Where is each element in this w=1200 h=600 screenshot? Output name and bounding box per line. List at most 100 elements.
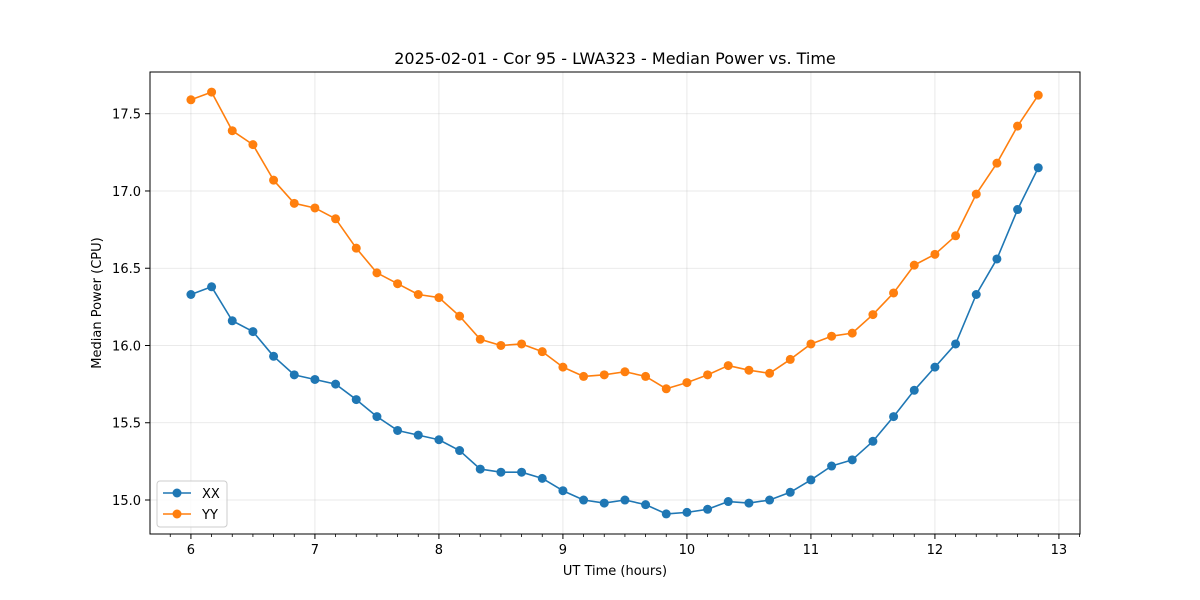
data-point-xx bbox=[331, 379, 341, 389]
data-point-xx bbox=[703, 504, 713, 514]
data-point-xx bbox=[372, 412, 382, 422]
x-tick-label: 12 bbox=[927, 543, 944, 558]
y-tick-label: 16.5 bbox=[112, 262, 141, 277]
data-point-yy bbox=[579, 371, 589, 381]
data-point-xx bbox=[744, 498, 754, 508]
data-point-xx bbox=[475, 464, 485, 474]
data-point-xx bbox=[496, 467, 506, 477]
data-point-yy bbox=[558, 362, 568, 372]
data-point-xx bbox=[393, 425, 403, 435]
data-point-yy bbox=[269, 175, 279, 185]
data-point-xx bbox=[248, 327, 258, 337]
y-tick-label: 15.0 bbox=[112, 494, 141, 509]
data-point-xx bbox=[723, 497, 733, 507]
data-point-xx bbox=[599, 498, 609, 508]
y-tick-label: 17.0 bbox=[112, 185, 141, 200]
data-point-yy bbox=[785, 354, 795, 364]
data-point-yy bbox=[765, 368, 775, 378]
y-tick-label: 16.0 bbox=[112, 339, 141, 354]
data-point-xx bbox=[289, 370, 299, 380]
x-tick-label: 6 bbox=[187, 543, 195, 558]
plot-frame bbox=[149, 71, 1081, 535]
data-point-yy bbox=[661, 384, 671, 394]
data-point-yy bbox=[1013, 121, 1023, 131]
data-point-xx bbox=[765, 495, 775, 505]
data-point-yy bbox=[620, 367, 630, 377]
data-point-yy bbox=[475, 334, 485, 344]
legend-label-xx: XX bbox=[202, 487, 220, 502]
data-point-yy bbox=[351, 243, 361, 253]
data-point-yy bbox=[227, 126, 237, 136]
data-point-yy bbox=[496, 340, 506, 350]
data-point-yy bbox=[868, 310, 878, 320]
data-point-xx bbox=[930, 362, 940, 372]
data-point-yy bbox=[186, 95, 196, 105]
data-point-xx bbox=[641, 500, 651, 510]
data-point-yy bbox=[517, 339, 527, 349]
data-point-xx bbox=[227, 316, 237, 326]
x-tick-label: 11 bbox=[803, 543, 820, 558]
data-point-xx bbox=[310, 374, 320, 384]
data-point-xx bbox=[620, 495, 630, 505]
x-tick-label: 13 bbox=[1051, 543, 1068, 558]
data-point-yy bbox=[847, 328, 857, 338]
data-point-yy bbox=[971, 189, 981, 199]
y-tick-label: 17.5 bbox=[112, 108, 141, 123]
data-point-xx bbox=[827, 461, 837, 471]
data-point-yy bbox=[641, 371, 651, 381]
data-point-xx bbox=[413, 430, 423, 440]
data-point-yy bbox=[289, 198, 299, 208]
data-point-xx bbox=[889, 412, 899, 422]
chart-title: 2025-02-01 - Cor 95 - LWA323 - Median Po… bbox=[394, 49, 836, 68]
data-point-xx bbox=[868, 436, 878, 446]
data-point-yy bbox=[393, 279, 403, 289]
x-tick-label: 7 bbox=[311, 543, 319, 558]
data-point-yy bbox=[310, 203, 320, 213]
legend-marker-yy bbox=[172, 509, 182, 519]
x-tick-label: 10 bbox=[679, 543, 696, 558]
data-point-yy bbox=[372, 268, 382, 278]
data-point-xx bbox=[537, 473, 547, 483]
data-point-xx bbox=[992, 254, 1002, 264]
data-point-xx bbox=[806, 475, 816, 485]
data-point-yy bbox=[827, 331, 837, 341]
data-point-yy bbox=[723, 361, 733, 371]
data-point-yy bbox=[951, 231, 961, 241]
y-axis-label: Median Power (CPU) bbox=[90, 237, 105, 368]
data-point-yy bbox=[537, 347, 547, 357]
data-point-xx bbox=[186, 290, 196, 299]
data-point-yy bbox=[1033, 90, 1043, 100]
data-point-xx bbox=[455, 446, 465, 456]
axis-ticks: 6 7 8 9 10 11 12 13 15.0 15.5 16.0 16.5 17.0 17.5 bbox=[112, 108, 1080, 558]
data-point-yy bbox=[455, 311, 465, 321]
data-point-yy bbox=[413, 290, 423, 299]
data-point-xx bbox=[269, 351, 279, 361]
x-tick-label: 8 bbox=[435, 543, 443, 558]
data-point-yy bbox=[806, 339, 816, 349]
data-point-xx bbox=[351, 395, 361, 405]
data-point-xx bbox=[951, 339, 961, 349]
data-point-yy bbox=[889, 288, 899, 298]
data-point-xx bbox=[1013, 205, 1023, 215]
data-point-yy bbox=[599, 370, 609, 380]
data-point-xx bbox=[558, 486, 568, 496]
data-point-xx bbox=[207, 282, 217, 292]
data-point-yy bbox=[930, 249, 940, 259]
data-point-xx bbox=[971, 290, 981, 299]
legend-label-yy: YY bbox=[201, 508, 218, 523]
data-point-yy bbox=[909, 260, 919, 270]
data-point-yy bbox=[744, 365, 754, 375]
legend: XX YY bbox=[156, 480, 228, 528]
data-point-xx bbox=[785, 487, 795, 497]
data-point-xx bbox=[682, 507, 692, 517]
data-point-yy bbox=[248, 140, 258, 150]
data-point-xx bbox=[579, 495, 589, 505]
data-point-xx bbox=[847, 455, 857, 465]
x-tick-label: 9 bbox=[559, 543, 567, 558]
data-point-xx bbox=[909, 385, 919, 395]
data-point-yy bbox=[207, 87, 217, 97]
y-tick-label: 15.5 bbox=[112, 417, 141, 432]
data-point-xx bbox=[434, 435, 444, 445]
data-point-xx bbox=[1033, 163, 1043, 173]
